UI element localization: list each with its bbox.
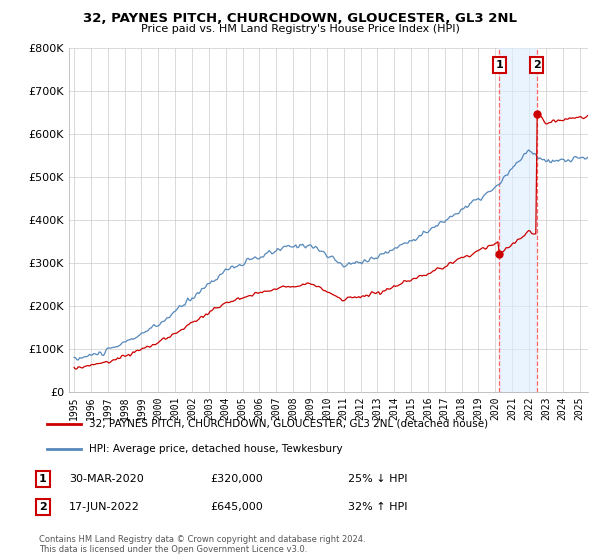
Text: 32, PAYNES PITCH, CHURCHDOWN, GLOUCESTER, GL3 2NL (detached house): 32, PAYNES PITCH, CHURCHDOWN, GLOUCESTER… xyxy=(89,419,488,429)
Text: 1: 1 xyxy=(496,60,503,70)
Text: Contains HM Land Registry data © Crown copyright and database right 2024.
This d: Contains HM Land Registry data © Crown c… xyxy=(39,535,365,554)
Text: 32, PAYNES PITCH, CHURCHDOWN, GLOUCESTER, GL3 2NL: 32, PAYNES PITCH, CHURCHDOWN, GLOUCESTER… xyxy=(83,12,517,25)
Text: 2: 2 xyxy=(39,502,47,512)
Text: £645,000: £645,000 xyxy=(210,502,263,512)
Text: 32% ↑ HPI: 32% ↑ HPI xyxy=(348,502,407,512)
Text: £320,000: £320,000 xyxy=(210,474,263,484)
Text: Price paid vs. HM Land Registry's House Price Index (HPI): Price paid vs. HM Land Registry's House … xyxy=(140,24,460,34)
Text: 1: 1 xyxy=(39,474,47,484)
Text: HPI: Average price, detached house, Tewkesbury: HPI: Average price, detached house, Tewk… xyxy=(89,444,343,454)
Text: 2: 2 xyxy=(533,60,541,70)
Text: 25% ↓ HPI: 25% ↓ HPI xyxy=(348,474,407,484)
Text: 17-JUN-2022: 17-JUN-2022 xyxy=(69,502,140,512)
Text: 30-MAR-2020: 30-MAR-2020 xyxy=(69,474,144,484)
